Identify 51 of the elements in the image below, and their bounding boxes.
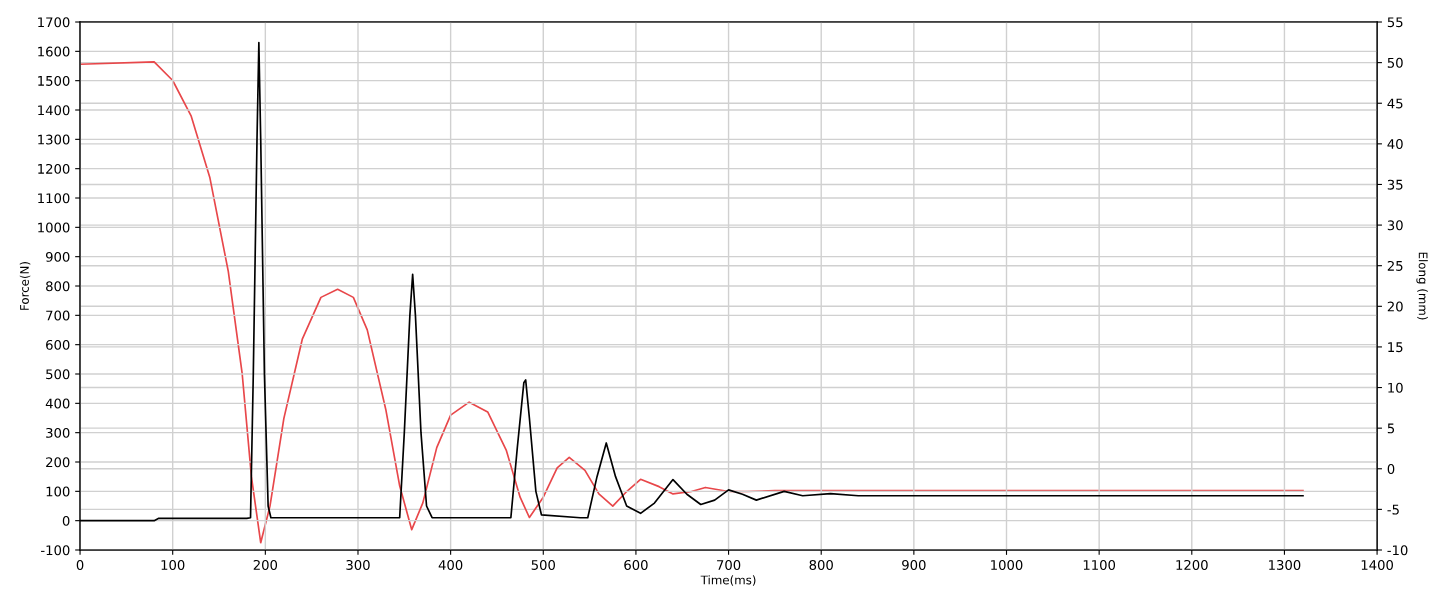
x-tick-label: 1200 xyxy=(1176,559,1208,570)
y-tick-label: 1700 xyxy=(38,17,70,28)
y-tick-label: 500 xyxy=(46,369,70,380)
y2-tick-label: 45 xyxy=(1387,98,1403,109)
x-tick-label: 100 xyxy=(161,559,185,570)
y2-tick-label: 40 xyxy=(1387,139,1403,150)
x-tick-label: 200 xyxy=(253,559,278,570)
y-tick-label: 300 xyxy=(46,427,70,438)
y-tick-label: 0 xyxy=(62,515,70,526)
y2-tick-label: 0 xyxy=(1387,463,1395,474)
y2-tick-label: 35 xyxy=(1387,179,1403,190)
y-tick-label: 800 xyxy=(46,281,70,292)
y2-tick-label: 30 xyxy=(1387,220,1403,231)
x-tick-label: 1400 xyxy=(1361,559,1393,570)
x-axis-title: Time(ms) xyxy=(700,575,756,586)
x-tick-label: 300 xyxy=(346,559,370,570)
y-tick-label: -100 xyxy=(41,545,70,556)
x-tick-label: 900 xyxy=(902,559,926,570)
x-tick-label: 500 xyxy=(531,559,555,570)
y-tick-label: 1500 xyxy=(38,75,70,86)
x-tick-label: 700 xyxy=(717,559,741,570)
y2-tick-label: -5 xyxy=(1387,504,1399,515)
y-tick-label: 900 xyxy=(45,251,70,262)
y2-tick-label: 20 xyxy=(1387,301,1403,312)
y2-tick-label: 50 xyxy=(1387,57,1403,68)
y-tick-label: 400 xyxy=(45,398,70,409)
y2-tick-label: -10 xyxy=(1387,545,1408,556)
y2-tick-label: 5 xyxy=(1387,423,1395,434)
y-tick-label: 1600 xyxy=(38,46,70,57)
y-tick-label: 1300 xyxy=(38,134,70,145)
x-tick-label: 0 xyxy=(76,559,84,570)
y2-tick-label: 15 xyxy=(1388,342,1403,353)
y-tick-label: 200 xyxy=(46,457,70,468)
y-tick-label: 1200 xyxy=(38,163,70,174)
y-axis-title: Force(N) xyxy=(19,262,31,310)
y2-tick-label: 55 xyxy=(1387,17,1403,28)
y2-tick-label: 10 xyxy=(1388,382,1403,393)
y2-tick-label: 25 xyxy=(1387,260,1403,271)
x-tick-label: 600 xyxy=(624,559,648,570)
y-tick-label: 100 xyxy=(46,486,70,497)
y-tick-label: 600 xyxy=(46,339,70,350)
y2-axis-title: Elong (mm) xyxy=(1416,252,1428,320)
x-tick-label: 400 xyxy=(438,559,463,570)
x-tick-label: 800 xyxy=(809,559,833,570)
y-tick-label: 1100 xyxy=(38,193,70,204)
y-tick-label: 1000 xyxy=(38,222,70,233)
y-tick-label: 700 xyxy=(46,310,70,321)
x-tick-label: 1000 xyxy=(991,559,1023,570)
x-tick-label: 1300 xyxy=(1269,559,1301,570)
y-tick-label: 1400 xyxy=(38,105,70,116)
x-tick-label: 1100 xyxy=(1083,559,1116,570)
